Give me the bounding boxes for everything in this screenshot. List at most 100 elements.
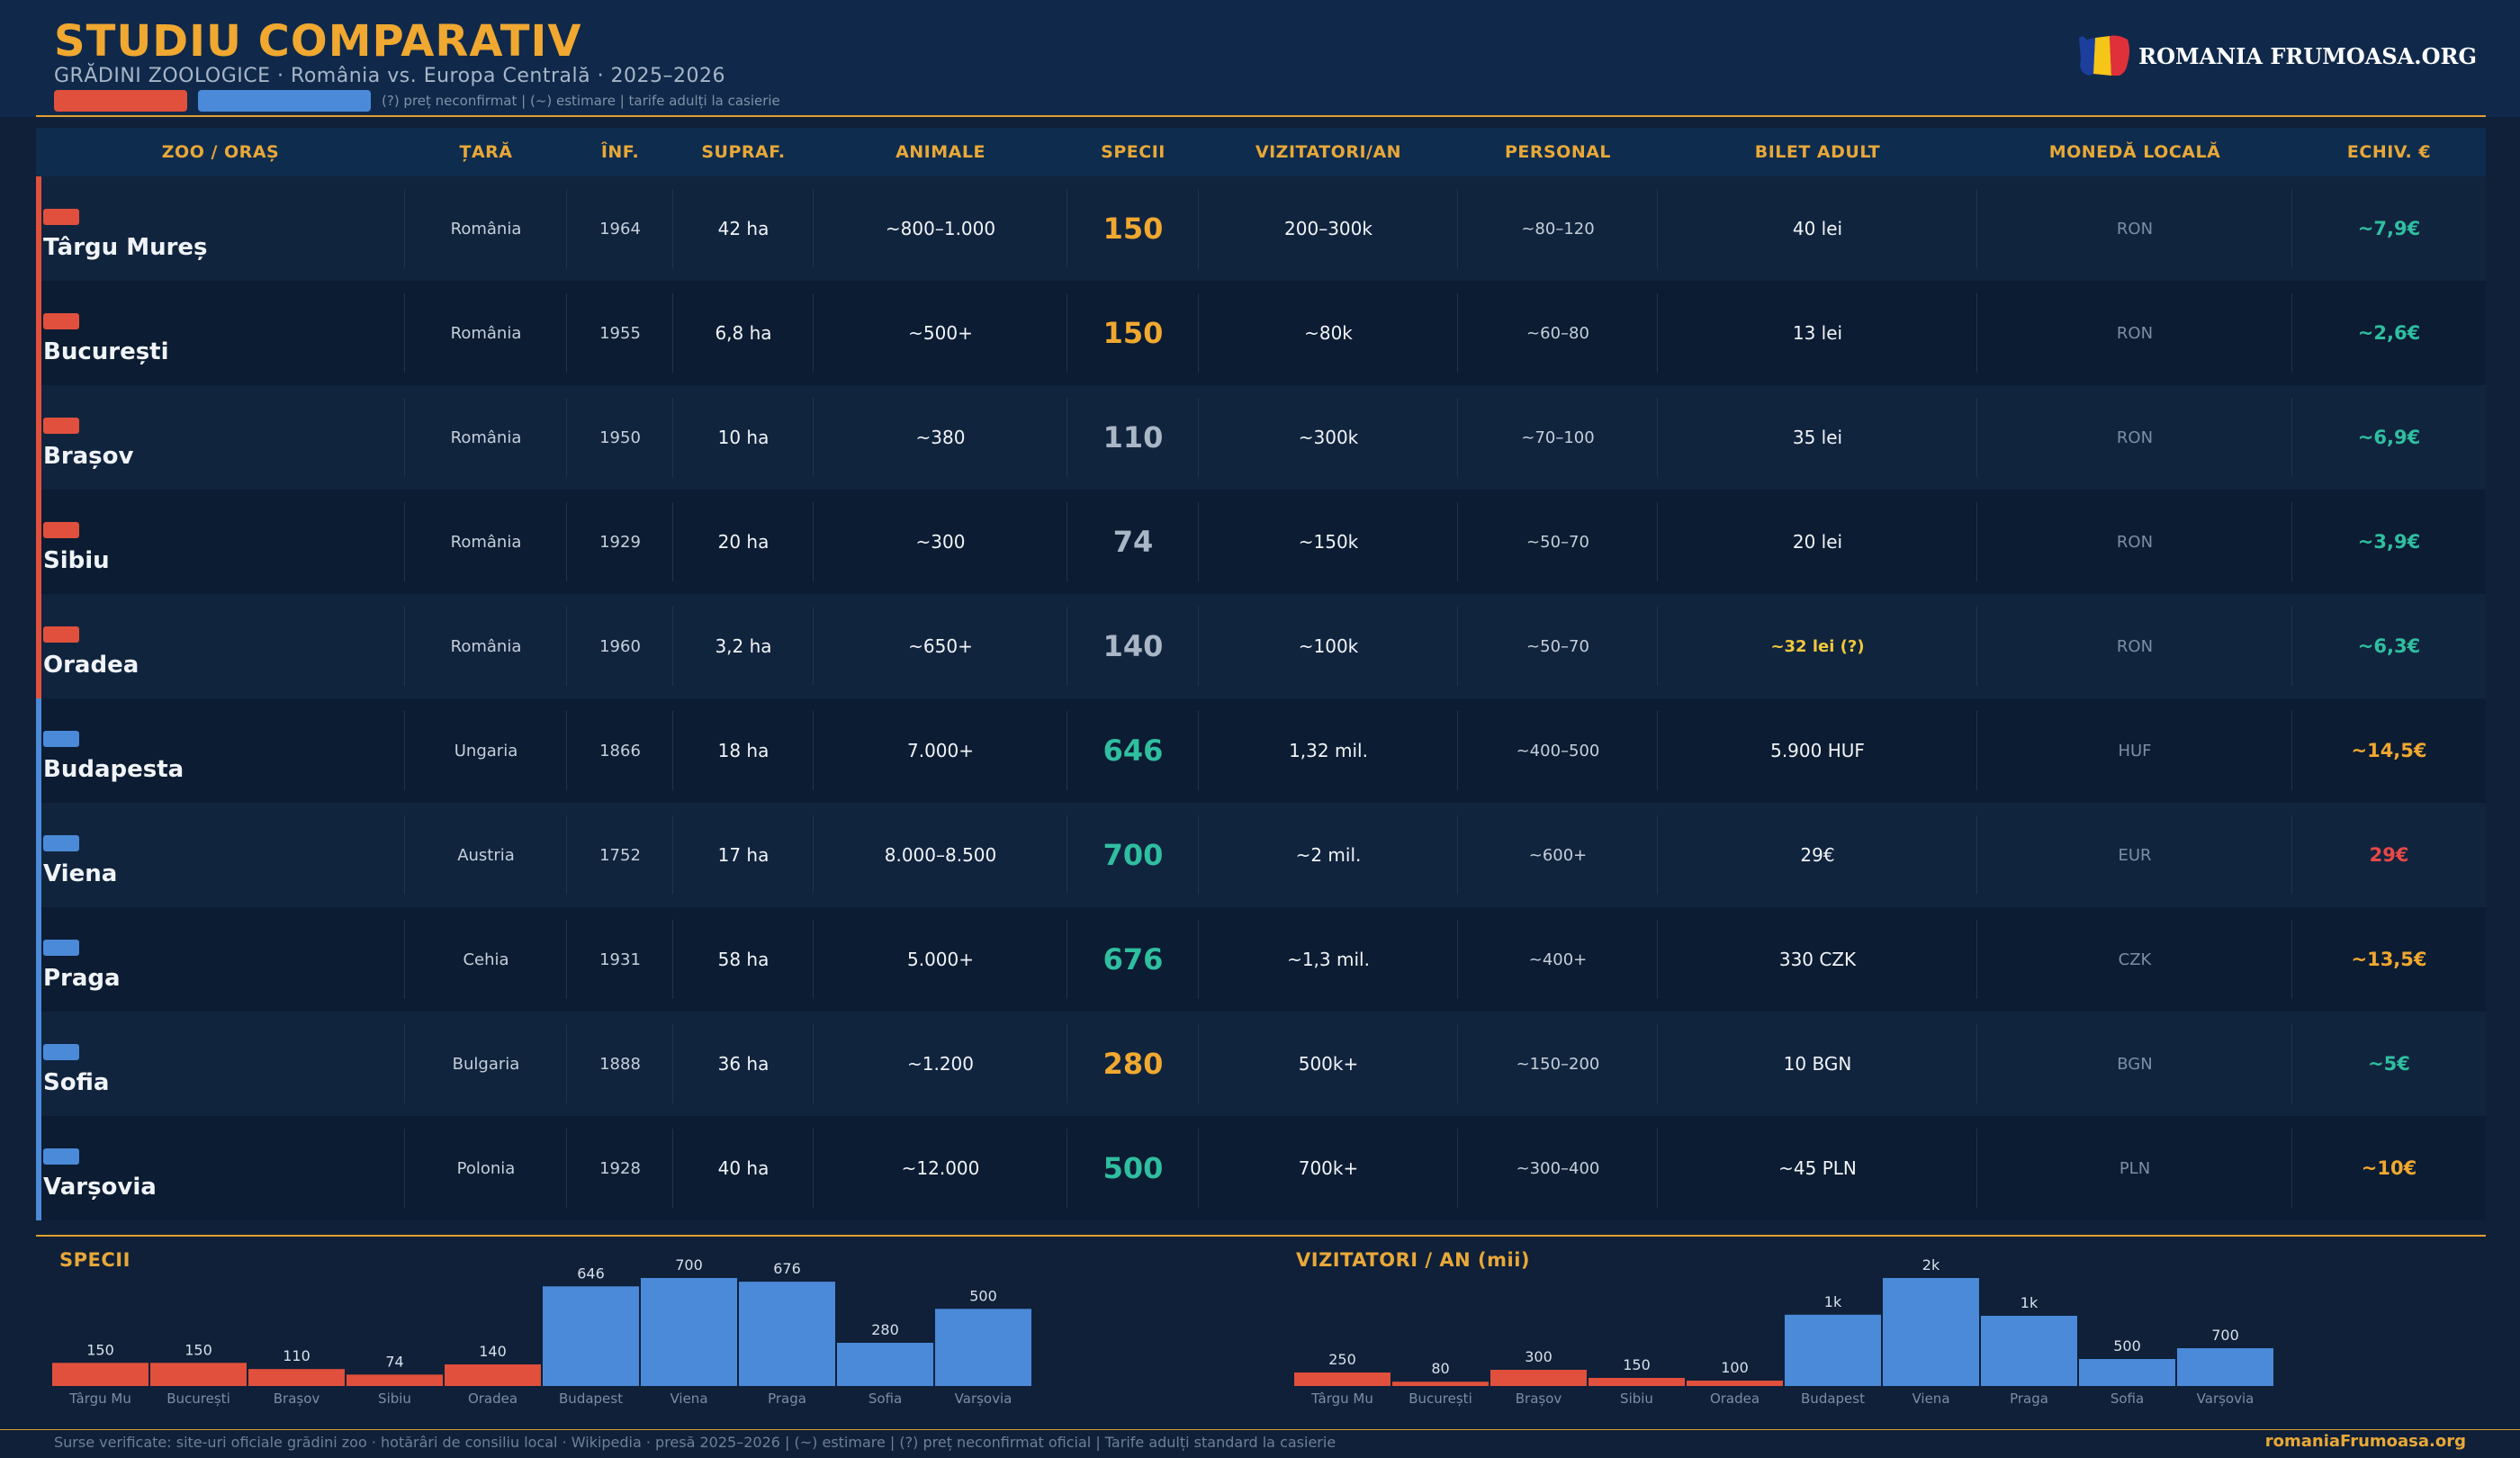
group-indicator-bar: [36, 1012, 41, 1116]
cell-species: 646: [1067, 698, 1199, 803]
zoo-name: Brașov: [43, 443, 134, 470]
cell-staff: ~50–70: [1458, 490, 1658, 594]
cell-staff: ~150–200: [1458, 1012, 1658, 1116]
group-indicator-bar: [36, 176, 41, 281]
group-indicator-bar: [36, 907, 41, 1012]
category-tick-label: Oradea: [468, 1390, 518, 1407]
group-indicator-bar: [36, 594, 41, 698]
cell-eur: ~5€: [2368, 1053, 2410, 1075]
bar: [1392, 1382, 1489, 1386]
comparison-table: ZOO / ORAȘ ȚARĂ ÎNF. SUPRAF. ANIMALE SPECII VI…: [36, 128, 2486, 1220]
zoo-name: Sofia: [43, 1069, 110, 1096]
group-indicator-bar: [36, 698, 41, 803]
cell-ticket: 20 lei: [1658, 490, 1977, 594]
group-indicator-bar: [36, 803, 41, 907]
legend-note: (?) preț neconfirmat | (~) estimare | ta…: [382, 93, 780, 109]
cell-animals: ~500+: [814, 281, 1067, 385]
table-row: Budapesta Ungaria 1866 18 ha 7.000+ 646 1,32 m…: [36, 698, 2486, 803]
cell-ticket: ~32 lei (?): [1658, 594, 1977, 698]
header: STUDIU COMPARATIV GRĂDINI ZOOLOGICE · Ro…: [0, 0, 2520, 117]
cell-name: Viena: [36, 803, 405, 907]
category-tick-label: Sibiu: [1620, 1390, 1653, 1407]
category-tick-label: Praga: [768, 1390, 806, 1407]
bar-value-label: 646: [577, 1264, 605, 1282]
column-header: ANIMALE: [896, 142, 986, 162]
footer-divider: [0, 1429, 2520, 1430]
bar: [1981, 1316, 2077, 1386]
table-row: Sibiu România 1929 20 ha ~300 74 ~150k ~50–70 20…: [36, 490, 2486, 594]
cell-country: România: [405, 176, 567, 281]
cell-currency: RON: [1977, 176, 2292, 281]
cell-area: 20 ha: [673, 490, 814, 594]
site-logo[interactable]: ROMANIA FRUMOASA.ORG: [2075, 32, 2477, 79]
cell-name: Brașov: [36, 385, 405, 490]
zoo-name: Budapesta: [43, 756, 184, 783]
cell-ticket: 330 CZK: [1658, 907, 1977, 1012]
cell-founded: 1960: [567, 594, 673, 698]
bar-value-label: 2k: [1922, 1256, 1940, 1274]
bar-value-label: 110: [283, 1347, 310, 1364]
zoo-name: Oradea: [43, 652, 140, 679]
group-swatch: [43, 1044, 79, 1060]
column-header: ȚARĂ: [459, 142, 513, 162]
column-header: MONEDĂ LOCALĂ: [2048, 142, 2221, 162]
cell-country: Cehia: [405, 907, 567, 1012]
category-tick-label: Sofia: [868, 1390, 902, 1407]
cell-eur: ~6,9€: [2357, 427, 2421, 448]
romania-flag-icon: [2079, 35, 2130, 76]
category-tick-label: Brașov: [1516, 1390, 1562, 1407]
header-divider: [36, 115, 2486, 117]
cell-visitors: 1,32 mil.: [1199, 698, 1458, 803]
cell-animals: ~12.000: [814, 1116, 1067, 1220]
category-tick-label: Praga: [2010, 1390, 2048, 1407]
species-bar-chart: 150 Târgu Mu 150 București 110 Brașov 74 Sibiu 1…: [52, 1256, 1031, 1407]
cell-animals: ~380: [814, 385, 1067, 490]
cell-country: Austria: [405, 803, 567, 907]
cell-founded: 1964: [567, 176, 673, 281]
bar: [641, 1278, 737, 1386]
column-header: ECHIV. €: [2346, 142, 2432, 162]
zoo-name: Varșovia: [43, 1174, 157, 1201]
chart-title-visitors: VIZITATORI / AN (mii): [1296, 1249, 1530, 1271]
category-tick-label: București: [1408, 1390, 1472, 1407]
cell-area: 42 ha: [673, 176, 814, 281]
group-swatch: [43, 522, 79, 538]
cell-area: 3,2 ha: [673, 594, 814, 698]
bar-value-label: 74: [385, 1353, 403, 1370]
bar-value-label: 150: [86, 1341, 114, 1358]
bar-value-label: 1k: [2020, 1294, 2038, 1311]
cell-eur: ~6,3€: [2357, 635, 2421, 657]
cell-currency: PLN: [1977, 1116, 2292, 1220]
table-row: Sofia Bulgaria 1888 36 ha ~1.200 280 500k+ ~150…: [36, 1012, 2486, 1116]
page-subtitle: GRĂDINI ZOOLOGICE · România vs. Europa C…: [54, 65, 726, 87]
cell-eur: ~13,5€: [2351, 949, 2427, 970]
cell-eur: ~10€: [2361, 1157, 2417, 1179]
cell-currency: HUF: [1977, 698, 2292, 803]
bar: [346, 1374, 443, 1386]
bar-value-label: 1k: [1824, 1293, 1842, 1310]
cell-area: 58 ha: [673, 907, 814, 1012]
cell-staff: ~600+: [1458, 803, 1658, 907]
bar: [1883, 1278, 1979, 1386]
cell-visitors: ~2 mil.: [1199, 803, 1458, 907]
cell-currency: RON: [1977, 385, 2292, 490]
cell-species: 150: [1067, 281, 1199, 385]
cell-currency: CZK: [1977, 907, 2292, 1012]
group-indicator-bar: [36, 490, 41, 594]
cell-currency: RON: [1977, 281, 2292, 385]
cell-ticket: ~45 PLN: [1658, 1116, 1977, 1220]
cell-visitors: 700k+: [1199, 1116, 1458, 1220]
category-tick-label: Budapest: [1801, 1390, 1865, 1407]
cell-founded: 1950: [567, 385, 673, 490]
cell-founded: 1928: [567, 1116, 673, 1220]
cell-name: Oradea: [36, 594, 405, 698]
cell-ticket: 40 lei: [1658, 176, 1977, 281]
chart-title-species: SPECII: [59, 1249, 130, 1271]
footer-site-link[interactable]: romaniaFrumoasa.org: [2264, 1432, 2466, 1451]
cell-ticket: 10 BGN: [1658, 1012, 1977, 1116]
cell-animals: 8.000–8.500: [814, 803, 1067, 907]
bar-value-label: 280: [871, 1321, 899, 1338]
legend-romania-swatch: [54, 90, 187, 112]
cell-name: Târgu Mureș: [36, 176, 405, 281]
cell-staff: ~70–100: [1458, 385, 1658, 490]
